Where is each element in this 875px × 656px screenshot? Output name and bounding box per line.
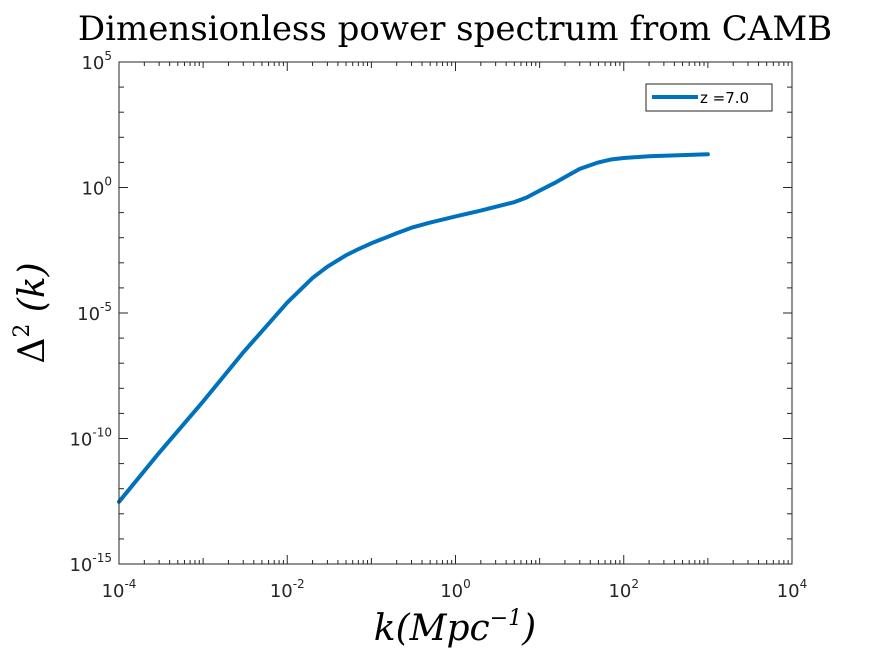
y-tick-label: 10-10 bbox=[69, 426, 112, 451]
x-tick-exponent: 0 bbox=[463, 577, 471, 591]
x-tick-label: 104 bbox=[777, 577, 808, 602]
plot-background bbox=[119, 62, 792, 564]
x-tick-base: 10 bbox=[270, 581, 293, 602]
plot-frame bbox=[118, 61, 793, 565]
legend-entry-label: z =7.0 bbox=[700, 89, 749, 107]
y-tick-exponent: 0 bbox=[104, 175, 112, 189]
y-tick-label: 10-5 bbox=[77, 300, 112, 325]
x-tick-exponent: 2 bbox=[631, 577, 639, 591]
chart-title: Dimensionless power spectrum from CAMB bbox=[78, 9, 832, 49]
x-tick-label: 102 bbox=[608, 577, 639, 602]
y-tick-exponent: -5 bbox=[100, 300, 112, 314]
plot-area bbox=[117, 152, 710, 504]
y-tick-base: 10 bbox=[69, 555, 92, 576]
y-axis-label-exponent: 2 bbox=[10, 324, 35, 338]
y-tick-base: 10 bbox=[81, 53, 104, 74]
x-tick-exponent: -2 bbox=[293, 577, 305, 591]
y-tick-label: 100 bbox=[81, 175, 112, 200]
x-tick-exponent: -4 bbox=[124, 577, 136, 591]
x-tick-exponent: 4 bbox=[800, 577, 808, 591]
minor-ticks bbox=[119, 62, 792, 564]
y-tick-base: 10 bbox=[81, 179, 104, 200]
x-tick-labels: 10-4 10-2 100 102 104 bbox=[102, 577, 808, 602]
x-tick-base: 10 bbox=[102, 581, 125, 602]
x-tick-base: 10 bbox=[440, 581, 463, 602]
x-tick-base: 10 bbox=[777, 581, 800, 602]
y-tick-exponent: -15 bbox=[92, 551, 112, 565]
y-axis-label-base: Δ bbox=[12, 338, 53, 364]
x-tick-label: 10-2 bbox=[270, 577, 305, 602]
x-axis-label-base: k(Mpc bbox=[374, 608, 490, 649]
legend: z =7.0 bbox=[645, 83, 773, 112]
y-tick-base: 10 bbox=[69, 430, 92, 451]
y-tick-label: 105 bbox=[81, 49, 112, 74]
x-axis-label: k(Mpc−1) bbox=[374, 606, 536, 649]
y-tick-label: 10-15 bbox=[69, 551, 112, 576]
y-axis-label: Δ2 (k) bbox=[10, 262, 53, 363]
x-tick-label: 100 bbox=[440, 577, 471, 602]
x-tick-label: 10-4 bbox=[102, 577, 137, 602]
y-axis-label-rest: (k) bbox=[12, 262, 53, 323]
x-axis-label-exponent: −1 bbox=[490, 606, 522, 631]
y-tick-base: 10 bbox=[77, 304, 100, 325]
series-line-z7 bbox=[117, 152, 710, 504]
y-tick-exponent: -10 bbox=[92, 426, 112, 440]
x-tick-base: 10 bbox=[608, 581, 631, 602]
x-axis-label-close: ) bbox=[521, 608, 536, 649]
y-tick-exponent: 5 bbox=[104, 49, 112, 63]
